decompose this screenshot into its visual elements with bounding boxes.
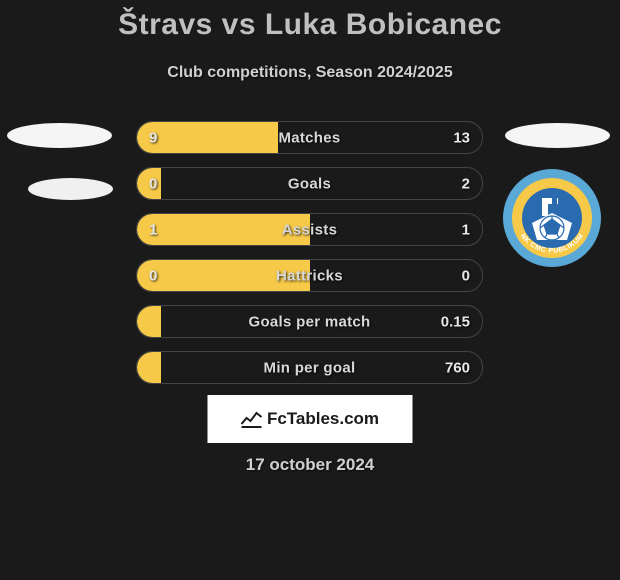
stat-label: Matches: [278, 129, 340, 146]
stat-bar-left: [137, 306, 161, 337]
team-left-badge-placeholder: [28, 178, 113, 200]
stat-value-right: 1: [462, 221, 470, 238]
stat-value-right: 0: [462, 267, 470, 284]
stat-row: 9 13 Matches: [136, 121, 483, 154]
stat-value-right: 2: [462, 175, 470, 192]
team-right-badge: NK CMC PUBLIKUM: [502, 168, 602, 268]
brand-label: FcTables.com: [267, 409, 379, 429]
stat-value-left: 0: [149, 175, 157, 192]
stat-label: Assists: [282, 221, 337, 238]
stats-rows: 9 13 Matches 0 2 Goals 1 1 Assists 0 0 Hattricks 0.1…: [136, 121, 483, 397]
stat-label: Goals per match: [248, 313, 370, 330]
stat-value-right: 760: [445, 359, 470, 376]
stat-row: 0 0 Hattricks: [136, 259, 483, 292]
stat-label: Hattricks: [276, 267, 343, 284]
page-title: Štravs vs Luka Bobicanec: [0, 0, 620, 42]
player-right-avatar-placeholder: [505, 123, 610, 148]
brand-box: FcTables.com: [208, 395, 413, 443]
stat-value-left: 0: [149, 267, 157, 284]
stat-row: 0 2 Goals: [136, 167, 483, 200]
player-left-avatar-placeholder: [7, 123, 112, 148]
stat-label: Goals: [288, 175, 331, 192]
stat-value-left: 9: [149, 129, 157, 146]
subtitle: Club competitions, Season 2024/2025: [0, 64, 620, 82]
stat-bar-left: [137, 122, 278, 153]
stat-row: 1 1 Assists: [136, 213, 483, 246]
brand-icon: [241, 410, 263, 428]
stat-row: 760 Min per goal: [136, 351, 483, 384]
stat-bar-left: [137, 352, 161, 383]
stat-row: 0.15 Goals per match: [136, 305, 483, 338]
date-text: 17 october 2024: [246, 455, 375, 475]
stat-value-right: 0.15: [441, 313, 470, 330]
stat-label: Min per goal: [264, 359, 356, 376]
brand-text: FcTables.com: [241, 409, 379, 429]
stat-value-right: 13: [453, 129, 470, 146]
stat-value-left: 1: [149, 221, 157, 238]
